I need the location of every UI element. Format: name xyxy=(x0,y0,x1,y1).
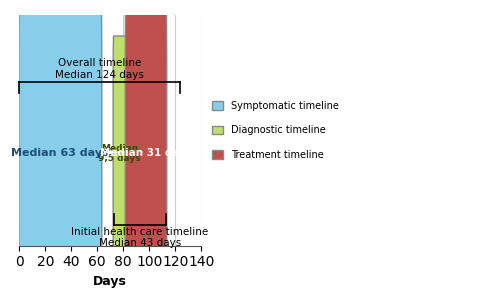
Text: Median 31 days: Median 31 days xyxy=(100,148,192,158)
Text: Median 63 days: Median 63 days xyxy=(12,148,109,158)
FancyBboxPatch shape xyxy=(113,36,126,271)
X-axis label: Days: Days xyxy=(94,275,127,288)
FancyBboxPatch shape xyxy=(18,0,102,303)
Text: Overall timeline
Median 124 days: Overall timeline Median 124 days xyxy=(56,58,144,80)
FancyBboxPatch shape xyxy=(125,0,167,303)
Text: Initial health care timeline
Median 43 days: Initial health care timeline Median 43 d… xyxy=(71,227,208,248)
Legend: Symptomatic timeline, Diagnostic timeline, Treatment timeline: Symptomatic timeline, Diagnostic timelin… xyxy=(208,97,343,164)
Text: Median
9,5 days: Median 9,5 days xyxy=(98,144,141,163)
